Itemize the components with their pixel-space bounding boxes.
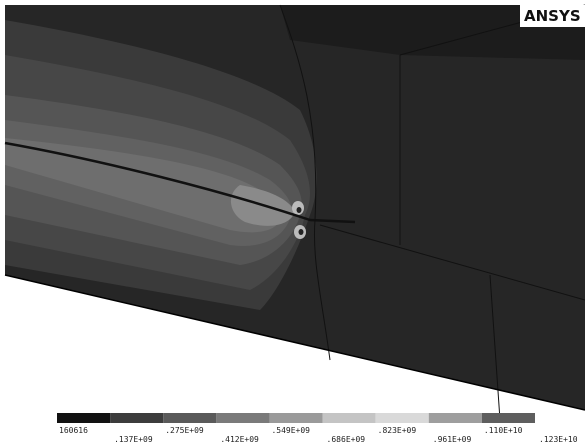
- stress-peak: [299, 229, 304, 235]
- legend-swatch: [163, 413, 216, 423]
- legend-label: .686E+09: [327, 435, 366, 444]
- ansys-contour-plot: ANSYS 160616 .137E+09 .275E+09 .412E+09 .549…: [0, 0, 585, 446]
- legend-swatch: [323, 413, 376, 423]
- legend-swatch: [216, 413, 269, 423]
- legend-label: 160616: [59, 426, 88, 435]
- legend-label: .275E+09: [165, 426, 204, 435]
- legend-label: .412E+09: [220, 435, 259, 444]
- logo: ANSYS: [524, 7, 581, 25]
- legend-swatch: [376, 413, 429, 423]
- legend-label: .549E+09: [271, 426, 310, 435]
- legend-swatch: [57, 413, 110, 423]
- legend-label: .110E+10: [484, 426, 523, 435]
- legend-label: .137E+09: [114, 435, 153, 444]
- legend-swatch: [110, 413, 163, 423]
- stress-peak: [297, 207, 302, 213]
- legend-swatch: [482, 413, 535, 423]
- legend-swatch: [429, 413, 482, 423]
- legend-label: .961E+09: [433, 435, 472, 444]
- legend-label: .823E+09: [378, 426, 417, 435]
- legend-swatch: [269, 413, 322, 423]
- legend-label: .123E+10: [539, 435, 578, 444]
